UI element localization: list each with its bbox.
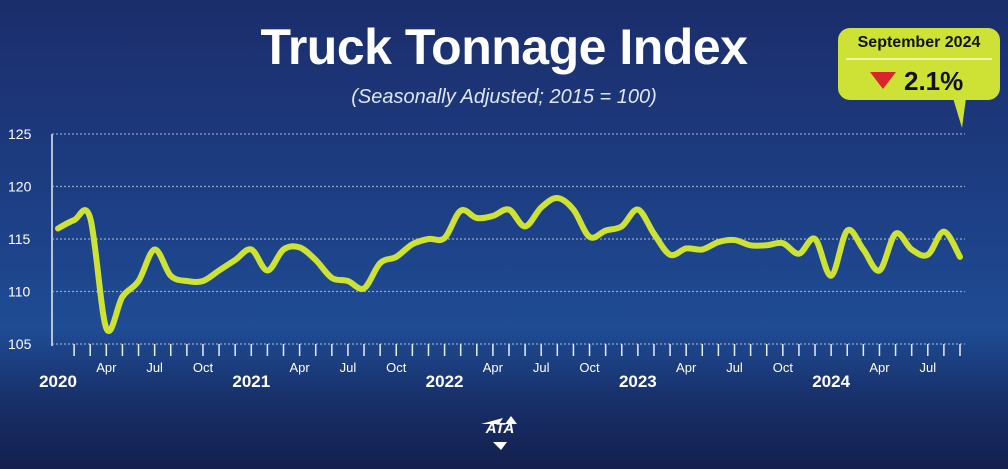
x-month-label: Oct bbox=[579, 360, 600, 375]
x-month-label: Oct bbox=[386, 360, 407, 375]
x-month-label: Apr bbox=[483, 360, 504, 375]
chart-subtitle: (Seasonally Adjusted; 2015 = 100) bbox=[351, 86, 657, 108]
badge-pointer bbox=[953, 98, 966, 128]
badge-period: September 2024 bbox=[857, 34, 981, 51]
x-year-label: 2020 bbox=[39, 372, 77, 391]
ata-logo: ATA bbox=[475, 410, 525, 455]
x-month-label: Jul bbox=[533, 360, 550, 375]
x-month-label: Jul bbox=[146, 360, 163, 375]
x-month-label: Oct bbox=[773, 360, 794, 375]
y-tick-label: 110 bbox=[8, 284, 31, 300]
badge-divider bbox=[846, 58, 992, 60]
x-year-label: 2024 bbox=[812, 372, 850, 391]
x-month-label: Oct bbox=[193, 360, 214, 375]
x-month-label: Jul bbox=[726, 360, 743, 375]
x-year-label: 2023 bbox=[619, 372, 657, 391]
badge-change: 2.1% bbox=[904, 66, 964, 96]
ata-logo-mark bbox=[481, 416, 517, 450]
y-tick-label: 120 bbox=[8, 179, 32, 195]
y-tick-label: 125 bbox=[8, 126, 32, 142]
x-month-label: Jul bbox=[340, 360, 357, 375]
x-month-label: Apr bbox=[289, 360, 310, 375]
series-line bbox=[55, 195, 963, 334]
y-tick-label: 105 bbox=[8, 336, 32, 352]
x-month-label: Apr bbox=[96, 360, 117, 375]
x-year-label: 2021 bbox=[232, 372, 270, 391]
y-tick-label: 115 bbox=[8, 231, 31, 247]
chart-title: Truck Tonnage Index bbox=[260, 19, 748, 75]
down-arrow-icon bbox=[870, 72, 896, 89]
x-month-label: Apr bbox=[869, 360, 890, 375]
x-month-label: Apr bbox=[676, 360, 697, 375]
x-year-label: 2022 bbox=[426, 372, 464, 391]
x-month-label: Jul bbox=[919, 360, 936, 375]
latest-change-badge: September 2024 2.1% bbox=[838, 28, 1000, 128]
ata-logo-text: ATA bbox=[485, 420, 515, 437]
